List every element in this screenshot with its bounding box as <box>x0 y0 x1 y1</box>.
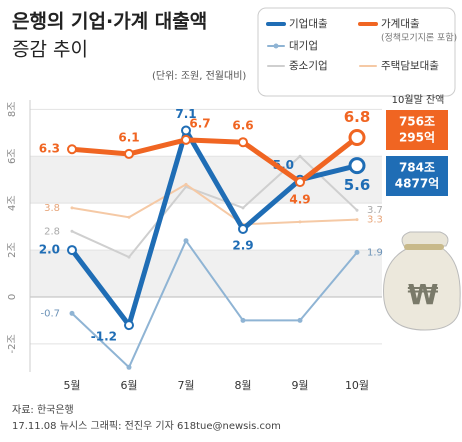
point <box>354 249 360 255</box>
value-label: -0.7 <box>40 308 60 319</box>
point <box>183 238 189 244</box>
y-tick-label: 2조 <box>7 242 18 258</box>
point <box>355 208 359 212</box>
balance-title: 10월말 잔액 <box>392 94 445 106</box>
value-label: 6.6 <box>232 119 253 133</box>
point <box>70 229 74 233</box>
value-label: 2.0 <box>39 243 60 257</box>
point <box>126 364 132 370</box>
point <box>67 144 77 155</box>
legend-label: 대기업 <box>289 39 318 52</box>
value-label: 3.3 <box>367 215 383 226</box>
value-label: 7.1 <box>175 107 196 121</box>
point <box>348 129 366 147</box>
point <box>184 182 188 186</box>
x-tick-label: 9월 <box>291 379 308 392</box>
point <box>348 157 366 175</box>
legend-note: (정책모기지론 포함) <box>381 32 457 44</box>
legend-label: 가계대출 <box>381 18 420 30</box>
line <box>71 239 358 369</box>
chart-title: 증감 추이 <box>12 39 88 61</box>
grid-band <box>30 250 382 297</box>
point <box>127 255 131 259</box>
point <box>124 320 134 331</box>
chart-title: 은행의 기업·가계 대출액 <box>12 11 207 33</box>
point <box>241 206 245 210</box>
point <box>295 177 305 188</box>
point <box>297 317 303 323</box>
x-tick-label: 6월 <box>120 379 137 392</box>
point <box>124 148 134 159</box>
x-tick-label: 8월 <box>234 379 251 392</box>
unit-label: (단위: 조원, 전월대비) <box>152 69 246 82</box>
value-label: 2.8 <box>44 226 60 237</box>
point <box>238 137 248 148</box>
point <box>70 206 74 210</box>
value-label: -1.2 <box>91 330 117 344</box>
value-label: 1.9 <box>367 247 383 258</box>
svg-text:₩: ₩ <box>408 278 439 311</box>
point <box>181 125 191 136</box>
value-label: 5.6 <box>344 176 371 194</box>
legend-label: 주택담보대출 <box>381 60 439 72</box>
x-tick-label: 5월 <box>63 379 80 392</box>
balance-box <box>386 110 448 150</box>
value-label: 6.3 <box>39 142 60 156</box>
value-label: 3.7 <box>367 205 383 216</box>
balance-value: 756조 <box>399 115 435 129</box>
y-tick-label: 4조 <box>7 195 18 211</box>
y-tick-label: -2조 <box>7 334 18 353</box>
value-label: 6.1 <box>118 130 139 144</box>
credit: 17.11.08 뉴시스 그래픽: 전진우 기자 618tue@newsis.c… <box>12 420 281 432</box>
line <box>71 183 358 226</box>
legend-box <box>257 7 456 97</box>
point <box>355 218 359 222</box>
line <box>71 155 358 259</box>
legend-label: 기업대출 <box>289 17 328 30</box>
point <box>181 134 191 145</box>
source: 자료: 한국은행 <box>12 404 74 416</box>
y-tick-label: 6조 <box>7 148 18 164</box>
legend-label: 중소기업 <box>289 59 328 72</box>
point <box>240 317 246 323</box>
y-tick-label: 0 <box>7 294 18 300</box>
line <box>71 135 359 185</box>
balance-value: 4877억 <box>395 177 439 191</box>
balance-value: 295억 <box>399 131 435 145</box>
x-tick-label: 10월 <box>345 379 369 392</box>
point <box>127 215 131 219</box>
money-bag-icon: ₩ <box>383 231 461 331</box>
point <box>238 223 248 234</box>
x-tick-label: 7월 <box>177 379 194 392</box>
value-label: 2.9 <box>232 238 253 252</box>
value-label: 6.8 <box>344 108 371 126</box>
point <box>298 220 302 224</box>
value-label: 4.9 <box>289 193 310 207</box>
point <box>67 245 77 256</box>
balance-value: 784조 <box>399 161 435 175</box>
point <box>298 154 302 158</box>
balance-box <box>386 156 448 196</box>
value-label: 6.7 <box>189 116 210 130</box>
value-label: 3.8 <box>44 203 60 214</box>
point <box>69 310 75 316</box>
y-tick-label: 8조 <box>7 102 18 118</box>
legend-swatch <box>273 43 279 49</box>
